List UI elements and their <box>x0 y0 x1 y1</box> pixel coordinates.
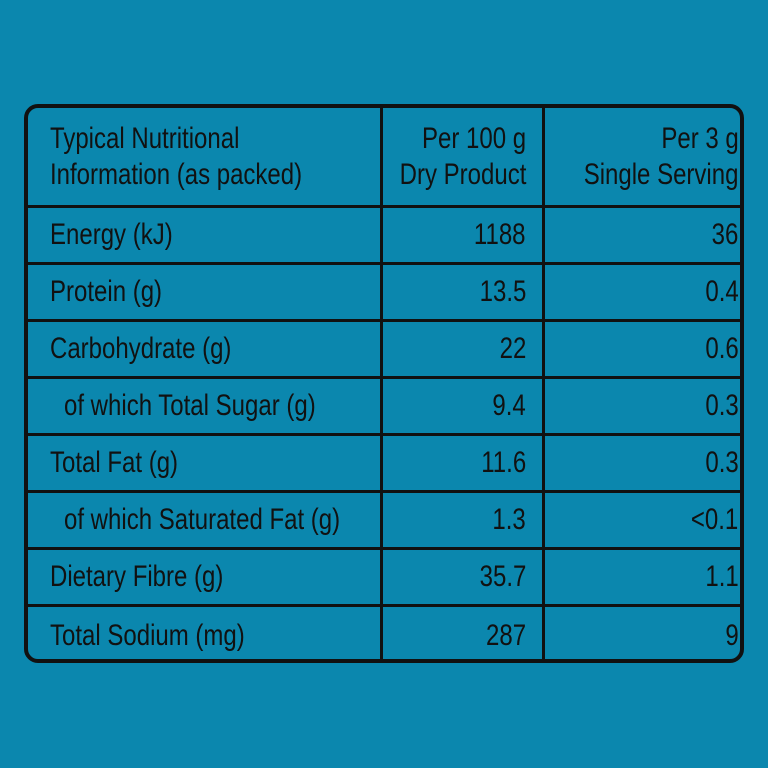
cell: 0.4 <box>545 265 740 322</box>
cell-text: 36 <box>711 218 739 251</box>
cell-text: 0.6 <box>705 332 739 365</box>
cell-text: 0.3 <box>705 389 739 422</box>
cell-text: Total Sodium (mg) <box>50 618 245 652</box>
header-text: Per 3 g <box>661 121 739 155</box>
cell-text: 1.3 <box>492 503 526 536</box>
cell-text: 13.5 <box>479 275 526 308</box>
cell: 1.1 <box>545 550 740 607</box>
cell-text: 0.3 <box>705 446 739 479</box>
header-text: Per 100 g <box>421 121 526 155</box>
cell-text: 287 <box>485 618 526 652</box>
cell-text: of which Total Sugar (g) <box>64 389 316 422</box>
header-cell: Per 100 g Dry Product <box>383 108 545 208</box>
cell: 287 <box>383 607 545 659</box>
cell-text: Total Fat (g) <box>50 446 179 479</box>
cell: 36 <box>545 208 740 265</box>
cell: 0.3 <box>545 379 740 436</box>
cell: 9 <box>545 607 740 659</box>
cell-text: 22 <box>499 332 526 365</box>
cell: <0.1 <box>545 493 740 550</box>
cell: 0.3 <box>545 436 740 493</box>
cell-text: 0.4 <box>705 275 739 308</box>
header-cell: Typical Nutritional Information (as packe… <box>28 108 383 208</box>
cell-text: 9 <box>725 618 739 652</box>
header-text: Information (as packed) <box>50 157 303 191</box>
cell-text: Energy (kJ) <box>50 218 173 251</box>
cell-text: of which Saturated Fat (g) <box>64 503 341 536</box>
row-label: Carbohydrate (g) <box>28 322 383 379</box>
header-text: Dry Product <box>399 157 526 191</box>
row-label: Protein (g) <box>28 265 383 322</box>
nutrition-table: Typical Nutritional Information (as packe… <box>24 104 744 663</box>
row-label: Energy (kJ) <box>28 208 383 265</box>
cell: 1188 <box>383 208 545 265</box>
row-label: Total Sodium (mg) <box>28 607 383 659</box>
cell-text: Carbohydrate (g) <box>50 332 232 365</box>
cell: 13.5 <box>383 265 545 322</box>
cell: 9.4 <box>383 379 545 436</box>
cell-text: 35.7 <box>479 560 526 593</box>
cell-text: Dietary Fibre (g) <box>50 560 224 593</box>
row-label: Total Fat (g) <box>28 436 383 493</box>
row-label: Dietary Fibre (g) <box>28 550 383 607</box>
row-label: of which Saturated Fat (g) <box>28 493 383 550</box>
header-cell: Per 3 g Single Serving <box>545 108 740 208</box>
row-label: of which Total Sugar (g) <box>28 379 383 436</box>
cell-text: <0.1 <box>691 503 739 536</box>
header-text: Typical Nutritional <box>50 121 240 155</box>
cell: 0.6 <box>545 322 740 379</box>
cell-text: 1.1 <box>705 560 739 593</box>
cell: 35.7 <box>383 550 545 607</box>
cell-text: 9.4 <box>492 389 526 422</box>
cell-text: 1188 <box>474 218 526 251</box>
cell: 1.3 <box>383 493 545 550</box>
header-text: Single Serving <box>583 157 739 191</box>
cell: 11.6 <box>383 436 545 493</box>
cell-text: 11.6 <box>481 446 526 479</box>
cell: 22 <box>383 322 545 379</box>
cell-text: Protein (g) <box>50 275 163 308</box>
